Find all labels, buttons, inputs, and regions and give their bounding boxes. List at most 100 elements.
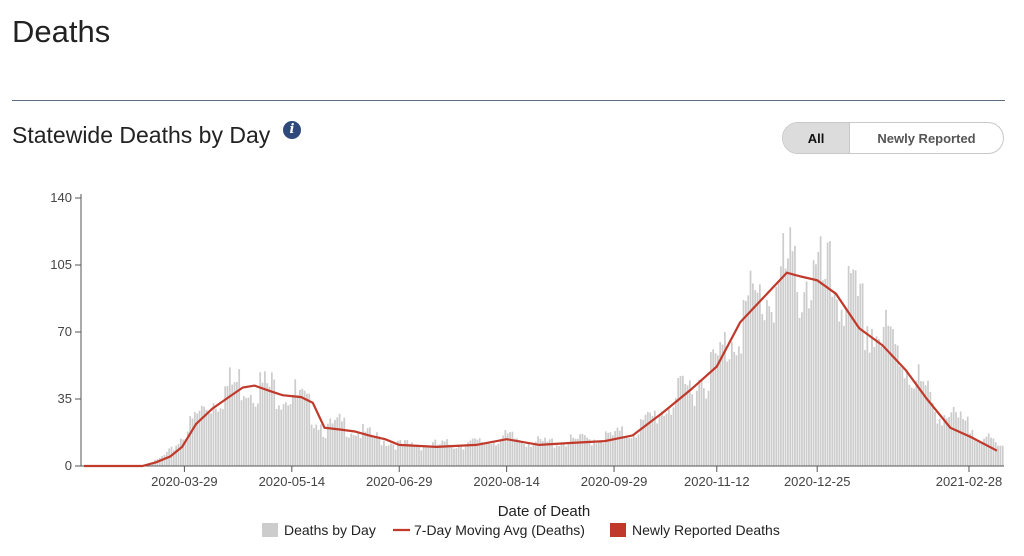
daily-bar[interactable] [801, 312, 803, 466]
daily-bar[interactable] [938, 418, 941, 466]
daily-bar[interactable] [214, 408, 217, 466]
daily-bar[interactable] [642, 419, 645, 466]
daily-bar[interactable] [915, 380, 918, 466]
daily-bar[interactable] [819, 236, 822, 466]
daily-bar[interactable] [464, 446, 467, 466]
daily-bar[interactable] [878, 339, 880, 466]
daily-bar[interactable] [516, 438, 518, 466]
daily-bar[interactable] [520, 441, 523, 466]
daily-bar[interactable] [301, 388, 304, 466]
daily-bar[interactable] [450, 447, 453, 466]
daily-bar[interactable] [207, 412, 210, 466]
daily-bar[interactable] [789, 227, 792, 466]
daily-bar[interactable] [871, 329, 873, 466]
daily-bar[interactable] [471, 438, 474, 466]
daily-bar[interactable] [609, 432, 612, 466]
daily-bar[interactable] [287, 405, 290, 466]
daily-bar[interactable] [644, 414, 647, 466]
daily-bar[interactable] [380, 445, 383, 466]
daily-bar[interactable] [784, 268, 787, 466]
daily-bar[interactable] [432, 442, 434, 466]
daily-bar[interactable] [376, 432, 378, 466]
daily-bar[interactable] [247, 397, 250, 466]
daily-bar[interactable] [324, 438, 327, 466]
daily-bar[interactable] [936, 423, 939, 466]
daily-bar[interactable] [600, 441, 602, 466]
daily-bar[interactable] [882, 326, 885, 466]
daily-bar[interactable] [429, 447, 432, 466]
daily-bar[interactable] [948, 417, 950, 466]
daily-bar[interactable] [787, 258, 789, 466]
daily-bar[interactable] [212, 403, 215, 466]
daily-bar[interactable] [509, 432, 511, 466]
daily-bar[interactable] [553, 447, 556, 466]
toggle-all-button[interactable]: All [783, 123, 850, 153]
daily-bar[interactable] [681, 375, 684, 466]
daily-bar[interactable] [555, 445, 558, 466]
daily-bar[interactable] [728, 359, 731, 466]
daily-bar[interactable] [581, 434, 584, 466]
daily-bar[interactable] [831, 296, 834, 466]
daily-bar[interactable] [418, 445, 420, 466]
daily-bar[interactable] [469, 440, 472, 466]
daily-bar[interactable] [861, 283, 864, 466]
daily-bar[interactable] [455, 448, 458, 466]
daily-bar[interactable] [460, 446, 462, 466]
daily-bar[interactable] [903, 378, 906, 466]
daily-bar[interactable] [679, 376, 682, 466]
daily-bar[interactable] [602, 443, 605, 466]
daily-bar[interactable] [763, 320, 766, 466]
daily-bar[interactable] [355, 435, 357, 466]
daily-bar[interactable] [427, 445, 430, 466]
daily-bar[interactable] [378, 436, 381, 466]
daily-bar[interactable] [532, 444, 535, 466]
daily-bar[interactable] [864, 350, 866, 466]
daily-bar[interactable] [359, 438, 362, 466]
daily-bar[interactable] [572, 437, 574, 466]
daily-bar[interactable] [623, 437, 626, 466]
daily-bar[interactable] [191, 418, 194, 466]
daily-bar[interactable] [256, 403, 259, 466]
daily-bar[interactable] [920, 381, 922, 466]
daily-bar[interactable] [404, 440, 406, 466]
daily-bar[interactable] [611, 435, 614, 466]
daily-bar[interactable] [453, 448, 455, 466]
daily-bar[interactable] [285, 402, 287, 466]
daily-bar[interactable] [369, 427, 371, 466]
daily-bar[interactable] [833, 291, 836, 466]
daily-bar[interactable] [233, 382, 236, 466]
daily-bar[interactable] [308, 393, 311, 466]
daily-bar[interactable] [586, 437, 588, 466]
daily-bar[interactable] [415, 446, 418, 466]
daily-bar[interactable] [999, 445, 1002, 466]
daily-bar[interactable] [184, 439, 187, 466]
daily-bar[interactable] [709, 352, 712, 466]
daily-bar[interactable] [158, 458, 161, 466]
daily-bar[interactable] [868, 352, 871, 466]
daily-bar[interactable] [362, 424, 364, 466]
daily-bar[interactable] [639, 419, 642, 466]
daily-bar[interactable] [264, 371, 266, 466]
daily-bar[interactable] [182, 439, 185, 466]
daily-bar[interactable] [341, 421, 343, 466]
daily-bar[interactable] [917, 364, 920, 466]
daily-bar[interactable] [749, 270, 752, 466]
daily-bar[interactable] [343, 417, 346, 466]
daily-bar[interactable] [822, 280, 824, 466]
daily-bar[interactable] [754, 290, 757, 466]
daily-bar[interactable] [604, 431, 607, 466]
daily-bar[interactable] [558, 446, 560, 466]
daily-bar[interactable] [945, 418, 948, 466]
daily-bar[interactable] [357, 432, 360, 466]
daily-bar[interactable] [880, 346, 883, 466]
daily-bar[interactable] [702, 388, 705, 466]
daily-bar[interactable] [175, 445, 178, 466]
daily-bar[interactable] [941, 425, 943, 466]
daily-bar[interactable] [565, 446, 567, 466]
daily-bar[interactable] [411, 442, 413, 466]
daily-bar[interactable] [628, 438, 630, 466]
daily-bar[interactable] [292, 394, 294, 466]
daily-bar[interactable] [924, 385, 927, 466]
daily-bar[interactable] [502, 435, 504, 466]
daily-bar[interactable] [817, 251, 820, 466]
